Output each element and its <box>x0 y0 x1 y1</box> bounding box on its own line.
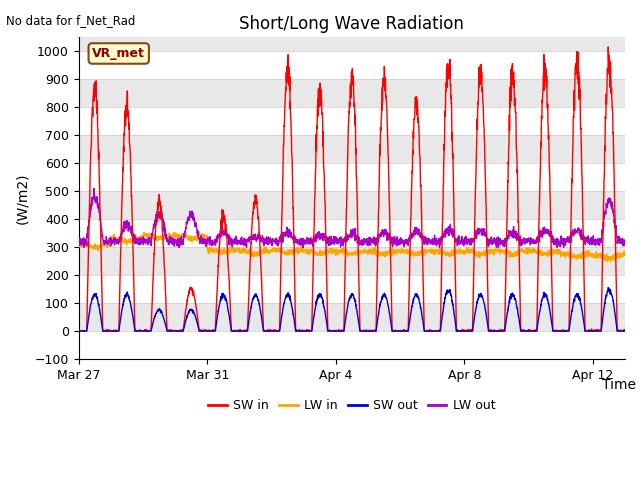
Bar <box>79 219 625 247</box>
X-axis label: Time: Time <box>602 378 636 392</box>
Bar <box>79 51 625 79</box>
Y-axis label: (W/m2): (W/m2) <box>15 172 29 224</box>
Legend: SW in, LW in, SW out, LW out: SW in, LW in, SW out, LW out <box>204 394 500 417</box>
Text: No data for f_Net_Rad: No data for f_Net_Rad <box>6 14 136 27</box>
Bar <box>79 107 625 135</box>
Text: VR_met: VR_met <box>92 47 145 60</box>
Title: Short/Long Wave Radiation: Short/Long Wave Radiation <box>239 15 464 33</box>
Bar <box>79 163 625 191</box>
Bar <box>79 275 625 303</box>
Bar <box>79 331 625 359</box>
